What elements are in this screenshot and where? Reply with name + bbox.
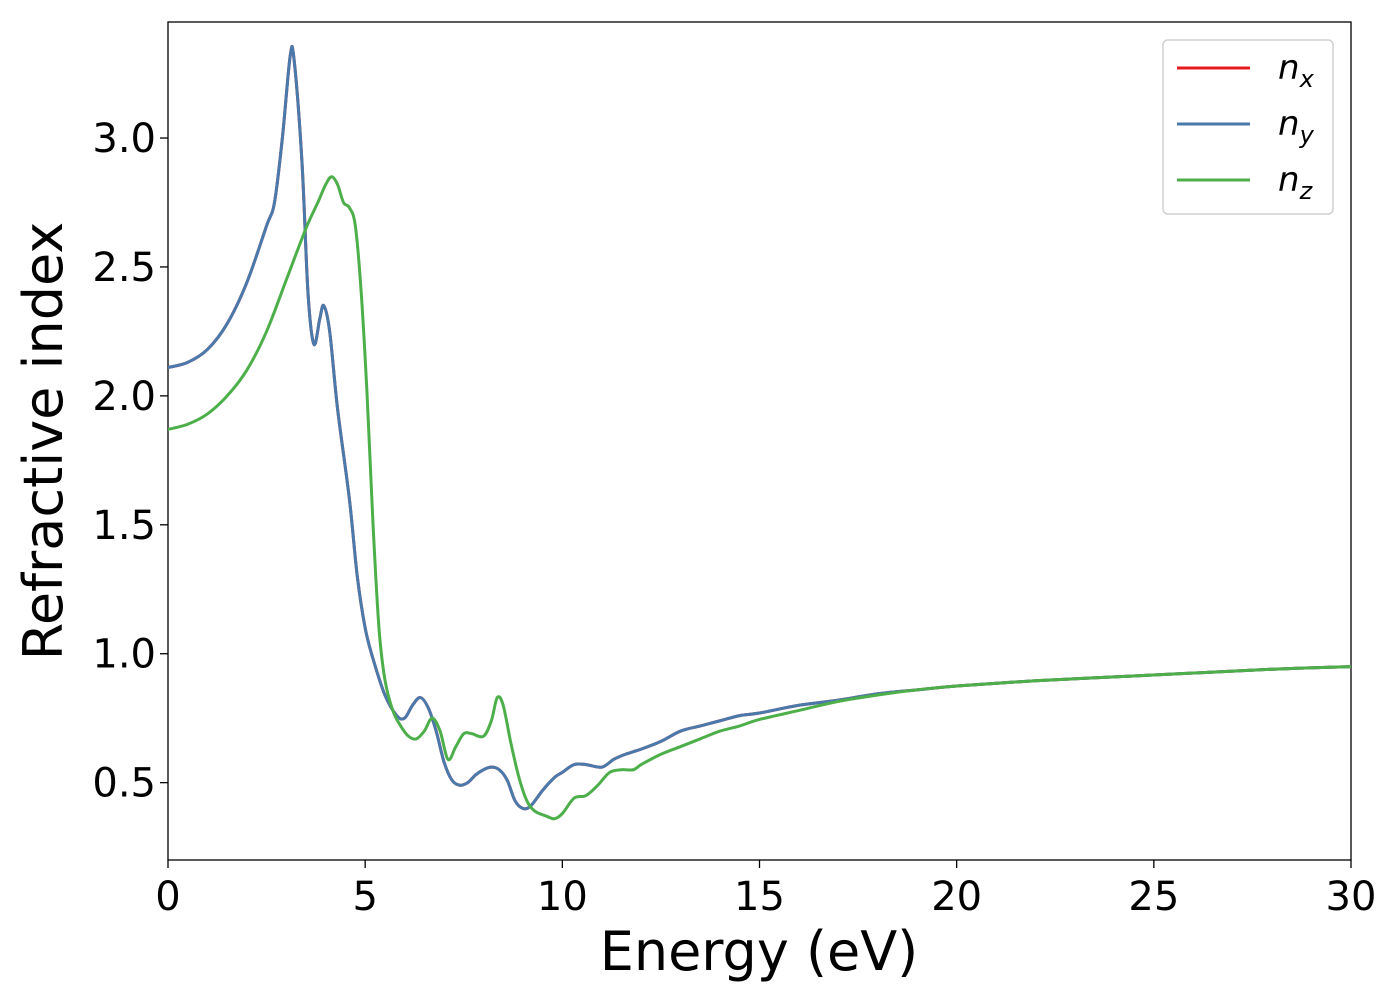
x-tick-label: 15	[734, 874, 785, 920]
legend-box	[1162, 39, 1334, 215]
y-tick-label: 2.5	[92, 245, 156, 291]
y-axis-ticks: 0.5 1.0 1.5 2.0 2.5 3.0	[92, 116, 168, 807]
legend: nx ny nz	[1162, 39, 1334, 215]
y-tick-label: 3.0	[92, 116, 156, 162]
series-line-z	[168, 175, 1351, 821]
x-tick-label: 0	[155, 874, 180, 920]
legend-label-z: nz	[1278, 160, 1314, 205]
series-layer	[168, 44, 1351, 821]
x-tick-label: 5	[352, 874, 377, 920]
x-axis-ticks: 0 5 10 15 20 25 30	[155, 860, 1376, 920]
x-tick-label: 20	[931, 874, 982, 920]
y-tick-label: 1.5	[92, 503, 156, 549]
x-tick-label: 25	[1128, 874, 1179, 920]
y-tick-label: 0.5	[92, 761, 156, 807]
x-axis-label: Energy (eV)	[600, 920, 919, 983]
x-tick-label: 30	[1326, 874, 1377, 920]
legend-label-x: nx	[1278, 48, 1315, 93]
y-tick-label: 1.0	[92, 632, 156, 678]
series-line-y	[168, 44, 1351, 811]
legend-label-y: ny	[1278, 104, 1315, 149]
x-tick-label: 10	[537, 874, 588, 920]
y-tick-label: 2.0	[92, 374, 156, 420]
y-axis-label: Refractive index	[12, 222, 75, 661]
